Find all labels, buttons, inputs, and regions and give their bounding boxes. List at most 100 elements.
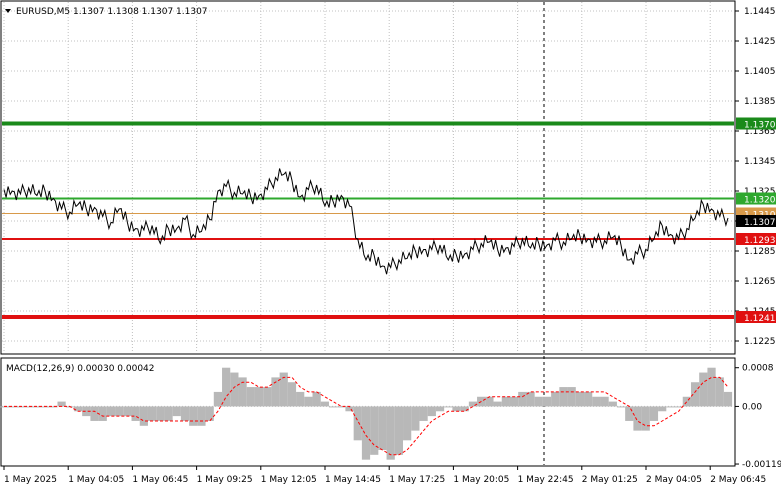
macd-bar [394,406,404,455]
symbol-menu-icon[interactable] [5,9,11,13]
macd-bar [98,406,107,421]
macd-bar [534,396,543,407]
time-tick-label: 2 May 06:45 [710,475,766,485]
price-tick-label: 1.1445 [744,7,776,17]
time-tick-label: 1 May 12:05 [261,475,317,485]
macd-bar [328,406,338,408]
macd-bar [304,396,313,407]
macd-bar [320,401,329,407]
macd-bar [658,406,667,412]
macd-bar [378,406,387,450]
macd-bar [8,406,17,408]
price-line [3,168,729,275]
level-tag-label: 1.1293 [744,236,776,246]
macd-bar [468,401,478,407]
time-tick-label: 1 May 22:45 [518,475,574,485]
time-tick-label: 1 May 09:25 [197,475,253,485]
price-grid [2,2,734,353]
time-tick-label: 1 May 17:25 [389,475,445,485]
macd-bar [337,406,346,408]
time-tick-label: 1 May 14:45 [325,475,381,485]
macd-title: MACD(12,26,9) 0.00030 0.00042 [6,364,155,374]
macd-bar [263,387,272,407]
macd-bar [649,406,659,421]
time-tick-label: 1 May 20:05 [453,475,509,485]
macd-bar [16,406,25,408]
time-tick-label: 1 May 06:45 [132,475,188,485]
level-tag-bg [736,311,776,323]
macd-bar [575,391,585,407]
macd-bar [197,406,206,426]
macd-bar [419,406,428,421]
macd-bar [180,406,190,421]
macd-bar [699,372,708,407]
macd-bar [542,396,552,407]
macd-bar [73,406,83,412]
price-tick-label: 1.1345 [744,157,776,167]
level-tag-bg [736,233,776,245]
macd-bar [230,372,239,407]
price-tick-label: 1.1425 [744,37,776,47]
macd-tick-label: 0.00 [742,402,762,412]
macd-bar [189,406,198,426]
macd-bar [123,406,132,417]
price-window-frame [0,0,736,355]
macd-bar [32,406,42,408]
macd-bar [0,406,9,408]
macd-bar [312,391,321,407]
macd-bar [526,391,535,407]
level-tag-label: 1.1370 [744,121,776,131]
macd-bar [403,406,412,441]
macd-bar [682,396,691,407]
macd-bar [345,406,354,412]
macd-bar [254,387,264,407]
macd-signal-line [4,376,729,456]
macd-bar [600,396,609,407]
macd-bar [501,396,510,407]
macd-bar [592,396,601,407]
time-tick-label: 1 May 04:05 [68,475,124,485]
macd-bar [271,377,280,407]
macd-bar [106,406,116,417]
macd-bar [115,406,124,417]
price-tick-label: 1.1265 [744,277,776,287]
macd-bar [139,406,148,426]
macd-bar [444,406,453,408]
macd-bar [41,406,50,408]
macd-axis: 0.0008 0.00 -0.00119 [735,364,781,470]
price-tick-label: 1.1365 [744,127,776,137]
macd-bar [411,406,420,431]
macd-bar [57,401,66,407]
macd-bar [172,406,181,417]
macd-bar [353,406,362,441]
price-tick-label: 1.1385 [744,97,776,107]
macd-bar [460,406,469,412]
level-tag-bg [736,117,776,130]
macd-bar [222,367,231,407]
macd-bar [90,406,99,421]
level-lines [2,121,734,319]
macd-bar [616,406,626,408]
macd-bar [361,406,371,460]
price-axis: 1.1445 1.1425 1.1405 1.1385 1.1365 1.1345 1.13… [735,7,776,347]
macd-bar [49,406,58,408]
macd-bar [427,406,436,417]
macd-bar [131,406,140,421]
macd-bar [164,406,173,421]
macd-bar [246,387,255,407]
price-tick-label: 1.1405 [744,67,776,77]
symbol-info: EURUSD,M5 1.1307 1.1308 1.1307 1.1307 [16,7,208,17]
macd-bar [509,396,519,407]
macd-bar [608,401,617,407]
macd-bar [279,372,288,407]
macd-bar [674,406,683,408]
macd-bar [518,391,527,407]
macd-bar [551,391,560,407]
macd-tick-label: -0.00119 [742,460,781,470]
macd-bar [287,382,297,407]
level-tag-bg [736,192,776,205]
macd-bar [386,406,395,460]
time-tick-label: 2 May 04:05 [646,475,702,485]
